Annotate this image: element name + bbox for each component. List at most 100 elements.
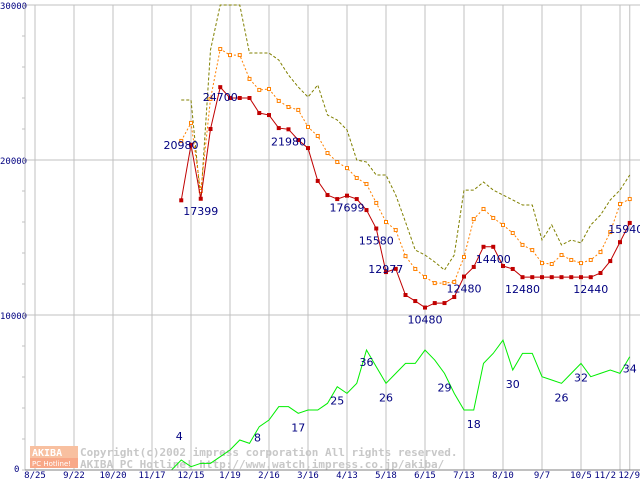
min-point	[598, 270, 603, 275]
average-point	[491, 215, 496, 220]
data-label-min: 12480	[447, 283, 482, 296]
data-label-min: 10480	[408, 314, 443, 327]
x-tick-label: 10/20	[99, 471, 126, 480]
average-point	[306, 124, 310, 129]
average-point	[286, 104, 291, 109]
y-tick-label: 10000	[0, 312, 27, 322]
min-point	[540, 275, 544, 280]
min-point	[608, 259, 613, 264]
x-tick-label: 9/7	[534, 471, 550, 480]
min-point	[228, 96, 232, 100]
data-label-shops: 8	[254, 431, 261, 444]
min-point	[559, 275, 564, 280]
site-url-text: AKIBA PC Hotline! http://www.watch.impre…	[80, 458, 445, 471]
average-point	[598, 250, 603, 255]
average-point	[374, 200, 379, 205]
y-tick-label: 0	[14, 465, 19, 475]
min-point	[393, 266, 398, 271]
min-point	[520, 275, 525, 280]
min-point	[198, 196, 203, 201]
data-label-shops: 18	[467, 418, 481, 431]
copyright-text: Copyright(c)2002 impress corporation All…	[80, 446, 458, 459]
data-label-min: 15580	[359, 235, 394, 248]
data-label-shops: 30	[506, 378, 520, 391]
min-point	[481, 244, 486, 249]
x-tick-label: 12/9	[618, 471, 640, 480]
average-point	[218, 47, 223, 52]
min-point	[257, 111, 262, 116]
min-point	[247, 96, 252, 100]
y-tick-label: 20000	[0, 157, 27, 167]
average-point	[569, 257, 574, 262]
data-label-min: 15940	[608, 223, 640, 236]
min-point	[345, 193, 349, 198]
average-point	[189, 120, 193, 125]
average-point	[335, 160, 340, 165]
min-point	[384, 270, 388, 275]
average-point	[364, 182, 369, 187]
x-tick-label: 5/18	[375, 471, 397, 480]
min-point	[354, 197, 359, 202]
min-point	[627, 220, 632, 225]
min-point	[432, 301, 437, 306]
min-point	[403, 293, 408, 298]
average-point	[588, 257, 593, 262]
y-tick-label: 30000	[0, 2, 27, 12]
average-point	[423, 275, 427, 280]
average-point	[510, 231, 515, 236]
min-point	[315, 178, 320, 183]
data-label-shops: 25	[330, 395, 344, 408]
x-tick-label: 2/16	[258, 471, 280, 480]
average-point	[393, 228, 398, 233]
min-point	[423, 305, 427, 310]
average-point	[247, 76, 252, 81]
logo-top-text: AKIBA	[32, 448, 62, 459]
min-point	[471, 264, 476, 269]
x-tick-label: 1/19	[219, 471, 241, 480]
data-label-shops: 17	[291, 421, 305, 434]
min-point	[325, 193, 330, 198]
data-label-shops: 29	[438, 381, 452, 394]
average-point	[481, 206, 486, 211]
min-point	[189, 142, 193, 147]
akiba-logo-bottom	[30, 458, 78, 468]
min-point	[306, 146, 310, 151]
x-tick-label: 11/2	[594, 471, 616, 480]
average-point	[442, 281, 447, 286]
series-min-line	[180, 86, 631, 309]
watermark: AKIBA PC Hotline! Copyright(c)2002 impre…	[30, 446, 458, 471]
min-point	[237, 96, 242, 100]
data-label-min: 24700	[203, 91, 238, 104]
min-point	[530, 275, 535, 280]
data-label-shops: 26	[555, 391, 569, 404]
data-label-min: 12440	[573, 283, 608, 296]
average-point	[228, 53, 232, 58]
average-point	[345, 166, 349, 171]
average-point	[452, 279, 457, 284]
min-point	[442, 301, 447, 306]
average-point	[325, 151, 330, 156]
min-point	[286, 127, 291, 132]
data-label-shops: 36	[360, 356, 374, 369]
min-point	[276, 126, 281, 131]
data-label-min: 17399	[183, 205, 218, 218]
series-max-line	[181, 4, 631, 271]
average-point	[462, 255, 466, 260]
average-point	[608, 230, 613, 235]
min-point	[335, 197, 340, 202]
x-tick-label: 9/22	[63, 471, 85, 480]
average-point	[627, 197, 632, 202]
average-point	[501, 222, 505, 227]
average-point	[208, 96, 213, 101]
average-point	[403, 254, 408, 259]
average-point	[384, 220, 388, 224]
min-point	[549, 275, 554, 280]
min-point	[510, 266, 515, 271]
min-point	[374, 226, 379, 231]
average-point	[579, 261, 583, 266]
average-point	[237, 53, 242, 58]
average-point	[276, 98, 281, 103]
min-point	[179, 198, 184, 203]
